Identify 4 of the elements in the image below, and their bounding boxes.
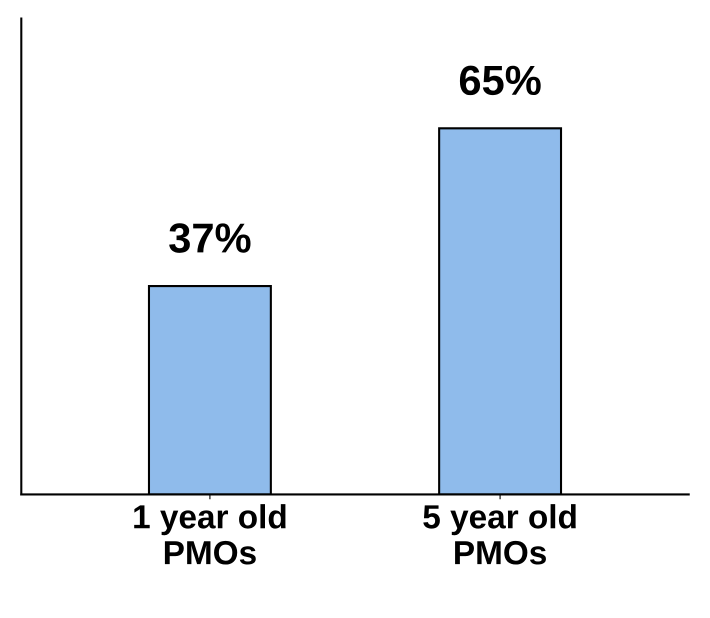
data-label: 65%	[460, 66, 541, 96]
x-tick-label: 5 year old PMOs	[423, 504, 576, 565]
data-label: 37%	[169, 223, 251, 253]
x-tick-label: 1 year old PMOs	[134, 504, 286, 565]
